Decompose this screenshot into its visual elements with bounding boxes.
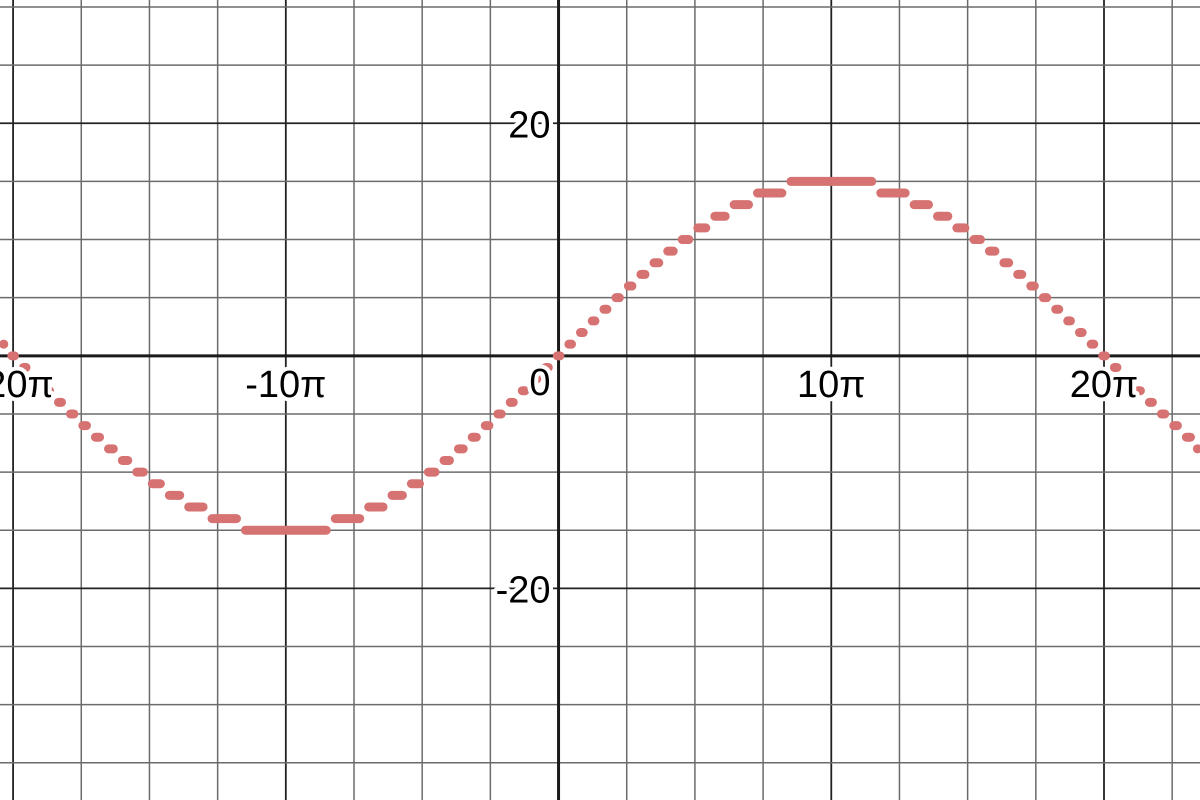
x-tick-label: -20π [0,364,54,406]
y-tick-label: 20 [508,104,550,146]
tick-labels: -20π -10π 10π 20π 20 -20 0 [0,100,1142,615]
y-tick-label: -20 [496,569,551,611]
series-staircase-curve [0,176,1200,535]
x-tick-label: -10π [245,364,326,406]
x-tick-label: 10π [797,364,866,406]
origin-label: 0 [529,362,550,404]
x-tick-label: 20π [1070,364,1139,406]
